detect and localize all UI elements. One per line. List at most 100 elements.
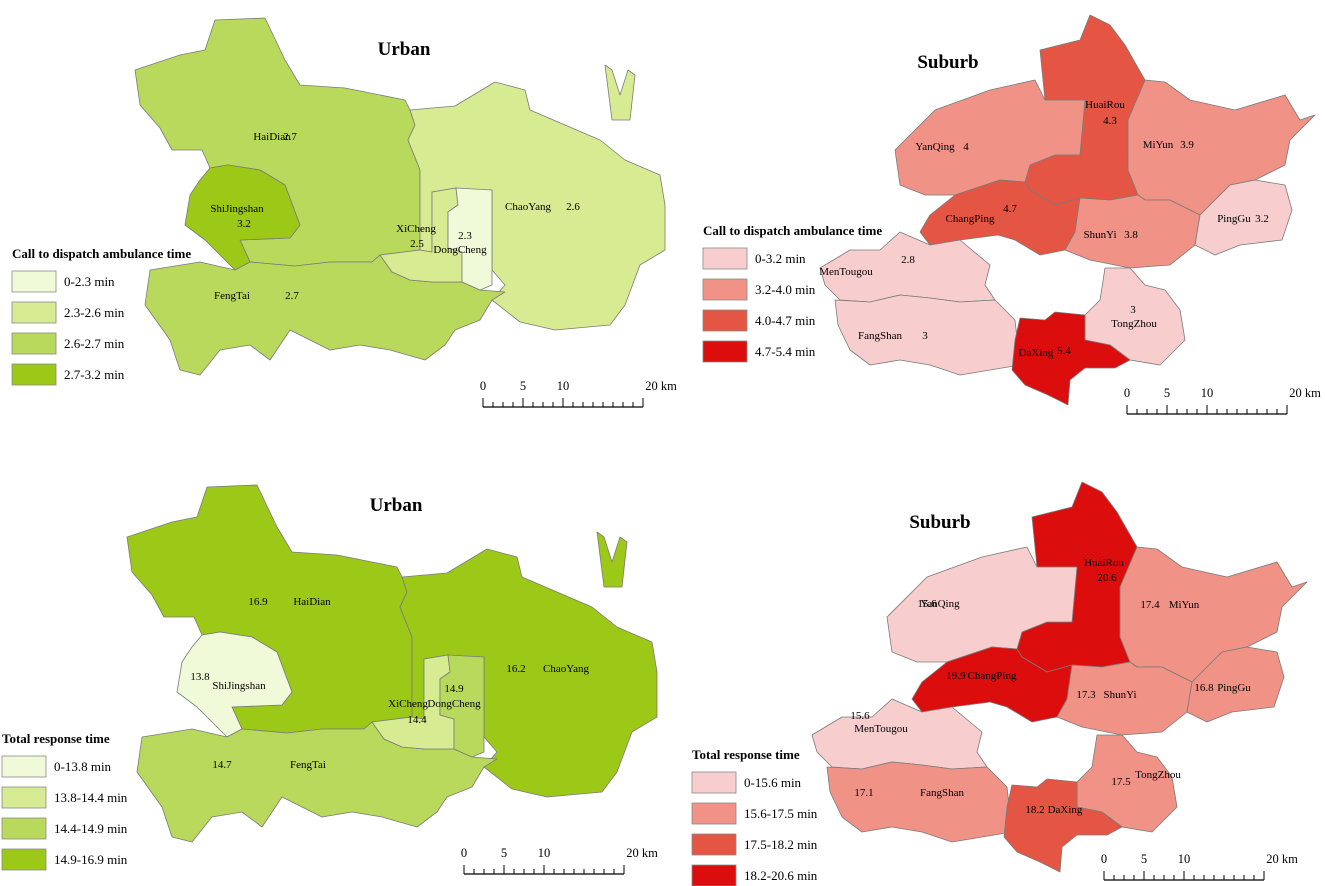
district-name-yanqing: YanQing — [920, 598, 960, 610]
legend-item-label: 2.7-3.2 min — [64, 367, 125, 382]
district-value-daxing: 18.2 — [1025, 804, 1044, 816]
district-value-pinggu: 3.2 — [1255, 213, 1269, 225]
legend-item-label: 2.3-2.6 min — [64, 305, 125, 320]
legend-item-label: 14.9-16.9 min — [54, 852, 128, 867]
legend-swatch — [11, 332, 57, 355]
legend-item-label: 15.6-17.5 min — [744, 806, 818, 821]
district-value-fangshan: 3 — [922, 330, 928, 342]
legend-swatch — [691, 802, 737, 825]
legend: Total response time 0-15.6 min 15.6-17.5 m… — [691, 747, 818, 886]
scale-bar: 0 5 10 20 km — [1101, 852, 1298, 881]
scale-label: 5 — [520, 379, 526, 393]
scale-label: 20 km — [1289, 386, 1321, 400]
district-name-xicheng: XiCheng — [388, 698, 428, 710]
district-value-changping: 4.7 — [1003, 203, 1017, 215]
scale-label: 0 — [461, 846, 467, 860]
legend-title: Call to dispatch ambulance time — [12, 246, 191, 261]
scale-label: 10 — [557, 379, 570, 393]
district-name-fangshan: FangShan — [858, 330, 903, 342]
district-value-mentougou: 2.8 — [901, 254, 915, 266]
legend-swatch — [702, 340, 748, 363]
district-name-fengtai: FengTai — [290, 759, 326, 771]
panel-title: Suburb — [909, 512, 970, 533]
district-value-chaoyang: 16.2 — [506, 663, 525, 675]
legend-item-label: 0-3.2 min — [755, 251, 806, 266]
district-value-shunyi: 3.8 — [1124, 229, 1138, 241]
legend: Call to dispatch ambulance time 0-3.2 min… — [702, 223, 882, 363]
scale-label: 5 — [501, 846, 507, 860]
district-name-huairou: HuaiRou — [1085, 99, 1125, 111]
scale-label: 20 km — [1266, 852, 1298, 866]
district-value-fengtai: 14.7 — [212, 759, 232, 771]
district-name-pinggu: PingGu — [1217, 213, 1251, 225]
district-value-tongzhou: 17.5 — [1111, 776, 1131, 788]
legend-swatch — [11, 301, 57, 324]
district-value-miyun: 3.9 — [1180, 139, 1194, 151]
scale-label: 20 km — [645, 379, 677, 393]
legend-title: Call to dispatch ambulance time — [703, 223, 882, 238]
legend-swatch — [11, 270, 57, 293]
legend-item-label: 0-13.8 min — [54, 759, 112, 774]
district-value-pinggu: 16.8 — [1194, 682, 1214, 694]
legend-item-label: 0-2.3 min — [64, 274, 115, 289]
scale-label: 0 — [480, 379, 486, 393]
district-value-miyun: 17.4 — [1140, 599, 1160, 611]
district-value-yanqing: 15.6 — [917, 598, 937, 610]
legend-swatch — [702, 278, 748, 301]
district-name-pinggu: PingGu — [1217, 682, 1251, 694]
district-value-dongcheng: 14.9 — [444, 683, 464, 695]
district-name-shijingshan: ShiJingshan — [210, 203, 264, 215]
legend-item-label: 17.5-18.2 min — [744, 837, 818, 852]
legend-swatch — [1, 848, 47, 871]
legend-item-label: 4.0-4.7 min — [755, 313, 816, 328]
district-value-dongcheng: 2.3 — [458, 230, 472, 242]
district-name-daxing: DaXing — [1019, 347, 1054, 359]
scale-bar: 0 5 10 20 km — [461, 846, 658, 875]
scale-bar: 0 5 10 20 km — [480, 379, 677, 408]
legend-swatch — [1, 817, 47, 840]
district-name-fangshan: FangShan — [920, 787, 965, 799]
district-value-haidian: 16.9 — [248, 596, 268, 608]
district-name-mentougou: MenTougou — [819, 266, 873, 278]
scale-label: 5 — [1141, 852, 1147, 866]
scale-label: 20 km — [626, 846, 658, 860]
district-name-miyun: MiYun — [1143, 139, 1174, 151]
district-name-tongzhou: TongZhou — [1135, 769, 1181, 781]
legend-swatch — [11, 363, 57, 386]
legend-swatch — [1, 755, 47, 778]
district-name-shunyi: ShunYi — [1083, 229, 1116, 241]
legend-item-label: 14.4-14.9 min — [54, 821, 128, 836]
district-name-miyun: MiYun — [1169, 599, 1200, 611]
district-value-mentougou: 15.6 — [850, 710, 870, 722]
district-name-changping: ChangPing — [946, 213, 995, 225]
district-value-haidian: 2.7 — [283, 131, 297, 143]
district-name-xicheng: XiCheng — [396, 223, 436, 235]
panel-title: Urban — [370, 495, 423, 516]
district-name-haidian: HaiDian — [293, 596, 331, 608]
district-name-changping: ChangPing — [968, 670, 1017, 682]
district-name-dongcheng: DongCheng — [433, 244, 487, 256]
district-fangshan — [826, 761, 1013, 843]
district-value-changping: 19.9 — [946, 670, 966, 682]
district-name-shunyi: ShunYi — [1103, 689, 1136, 701]
district-name-fengtai: FengTai — [214, 290, 250, 302]
legend-swatch — [691, 771, 737, 794]
scale-bar: 0 5 10 20 km — [1124, 386, 1321, 415]
scale-label: 10 — [538, 846, 551, 860]
legend-swatch — [691, 833, 737, 856]
legend: Total response time 0-13.8 min 13.8-14.4 m… — [1, 731, 128, 871]
district-value-huairou: 4.3 — [1103, 115, 1117, 127]
district-value-shunyi: 17.3 — [1076, 689, 1096, 701]
panel-title: Urban — [378, 39, 431, 60]
district-chaoyang-exclave — [604, 64, 636, 121]
district-name-chaoyang: ChaoYang — [543, 663, 589, 675]
panel-suburb-dispatch: HuaiRou 4.3 YanQing 4 MiYun 3.9 ChangPing 4.7 Sh… — [702, 14, 1321, 415]
district-value-fengtai: 2.7 — [285, 290, 299, 302]
district-value-daxing: 5.4 — [1057, 345, 1071, 357]
district-value-yanqing: 4 — [963, 141, 969, 153]
scale-label: 10 — [1178, 852, 1191, 866]
